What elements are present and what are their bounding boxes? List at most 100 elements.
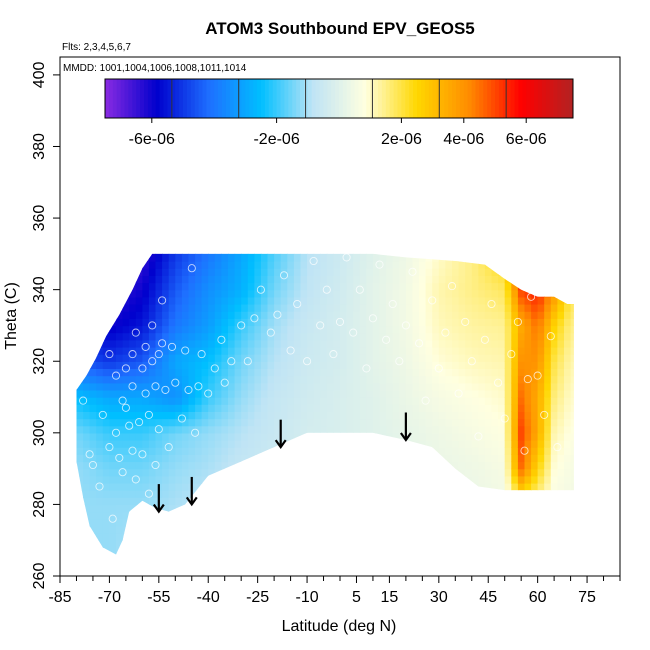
heatmap-cell [254,325,262,334]
heatmap-cell [353,296,361,305]
heatmap-cell [564,389,572,398]
heatmap-cell [432,440,440,448]
heatmap-cell [326,361,334,369]
heatmap-cell [392,375,400,384]
heatmap-cell [320,490,328,498]
heatmap-cell [195,368,203,377]
heatmap-cell [366,447,374,455]
heatmap-cell [544,318,552,327]
heatmap-cell [564,547,572,555]
heatmap-cell [247,339,255,348]
heatmap-cell [359,540,367,548]
heatmap-cell [392,425,400,434]
heatmap-cell [195,253,203,255]
heatmap-cell [234,304,242,312]
heatmap-cell [438,282,446,291]
heatmap-cell [148,332,157,341]
heatmap-cell [570,354,574,362]
heatmap-cell [254,504,262,513]
heatmap-cell [491,540,499,548]
heatmap-cell [76,332,78,341]
observation-point [121,403,130,412]
heatmap-cell [287,533,295,541]
heatmap-cell [247,511,255,520]
heatmap-cell [96,253,104,262]
heatmap-cell [234,533,242,541]
heatmap-cell [76,268,84,276]
heatmap-cell [280,361,288,369]
heatmap-cell [109,411,117,420]
heatmap-cell [214,497,222,506]
heatmap-cell [366,361,374,369]
heatmap-cell [214,354,222,362]
heatmap-cell [550,268,558,276]
heatmap-cell [274,289,282,298]
heatmap-cell [122,525,130,534]
heatmap-cell [168,282,176,291]
heatmap-cell [168,318,176,327]
y-tick-label: 360 [31,205,48,232]
heatmap-cell [438,425,446,434]
colorbar-segment [120,79,125,118]
colorbar-segment [151,79,157,118]
heatmap-cell [89,361,97,369]
heatmap-cell [478,411,486,420]
heatmap-cell [425,389,433,398]
heatmap-cell [162,354,170,362]
heatmap-cell [491,339,499,348]
heatmap-cell [445,253,453,255]
heatmap-cell [372,354,381,362]
heatmap-cell [241,261,249,269]
heatmap-cell [538,562,545,570]
heatmap-cell [122,268,130,276]
heatmap-cell [557,389,565,398]
heatmap-cell [162,482,170,491]
heatmap-cell [267,525,275,534]
heatmap-cell [267,296,275,305]
heatmap-cell [188,525,196,534]
heatmap-cell [412,282,420,291]
heatmap-cell [109,461,117,470]
heatmap-cell [517,518,526,527]
heatmap-cell [195,525,203,534]
heatmap-cell [550,540,558,548]
heatmap-cell [293,382,302,391]
heatmap-cell [175,397,183,405]
heatmap-cell [570,389,574,398]
heatmap-cell [517,497,526,506]
heatmap-cell [346,533,354,541]
heatmap-cell [162,511,170,520]
heatmap-cell [478,533,486,541]
heatmap-cell [109,562,116,570]
heatmap-cell [76,425,78,434]
heatmap-cell [544,447,552,455]
observation-point [141,342,150,351]
heatmap-cell [155,339,163,348]
heatmap-cell [570,325,574,334]
heatmap-cell [392,547,400,555]
colorbar-segment [463,79,469,118]
heatmap-cell [340,261,348,269]
heatmap-cell [445,261,453,269]
heatmap-cell [465,562,472,570]
heatmap-cell [405,497,414,506]
heatmap-cell [300,268,308,276]
heatmap-cell [452,296,460,305]
heatmap-cell [221,346,229,355]
heatmap-cell [76,397,84,405]
heatmap-cell [221,261,229,269]
heatmap-cell [168,311,176,319]
heatmap-cell [564,325,572,334]
heatmap-cell [293,375,302,384]
heatmap-cell [432,339,440,348]
heatmap-cell [221,518,229,527]
colorbar-segment [315,79,320,118]
heatmap-cell [392,533,400,541]
heatmap-cell [293,325,302,334]
heatmap-cell [346,454,354,463]
heatmap-cell [557,318,565,327]
heatmap-cell [214,468,222,477]
heatmap-cell [307,518,315,527]
heatmap-cell [109,339,117,348]
heatmap-cell [537,518,545,527]
